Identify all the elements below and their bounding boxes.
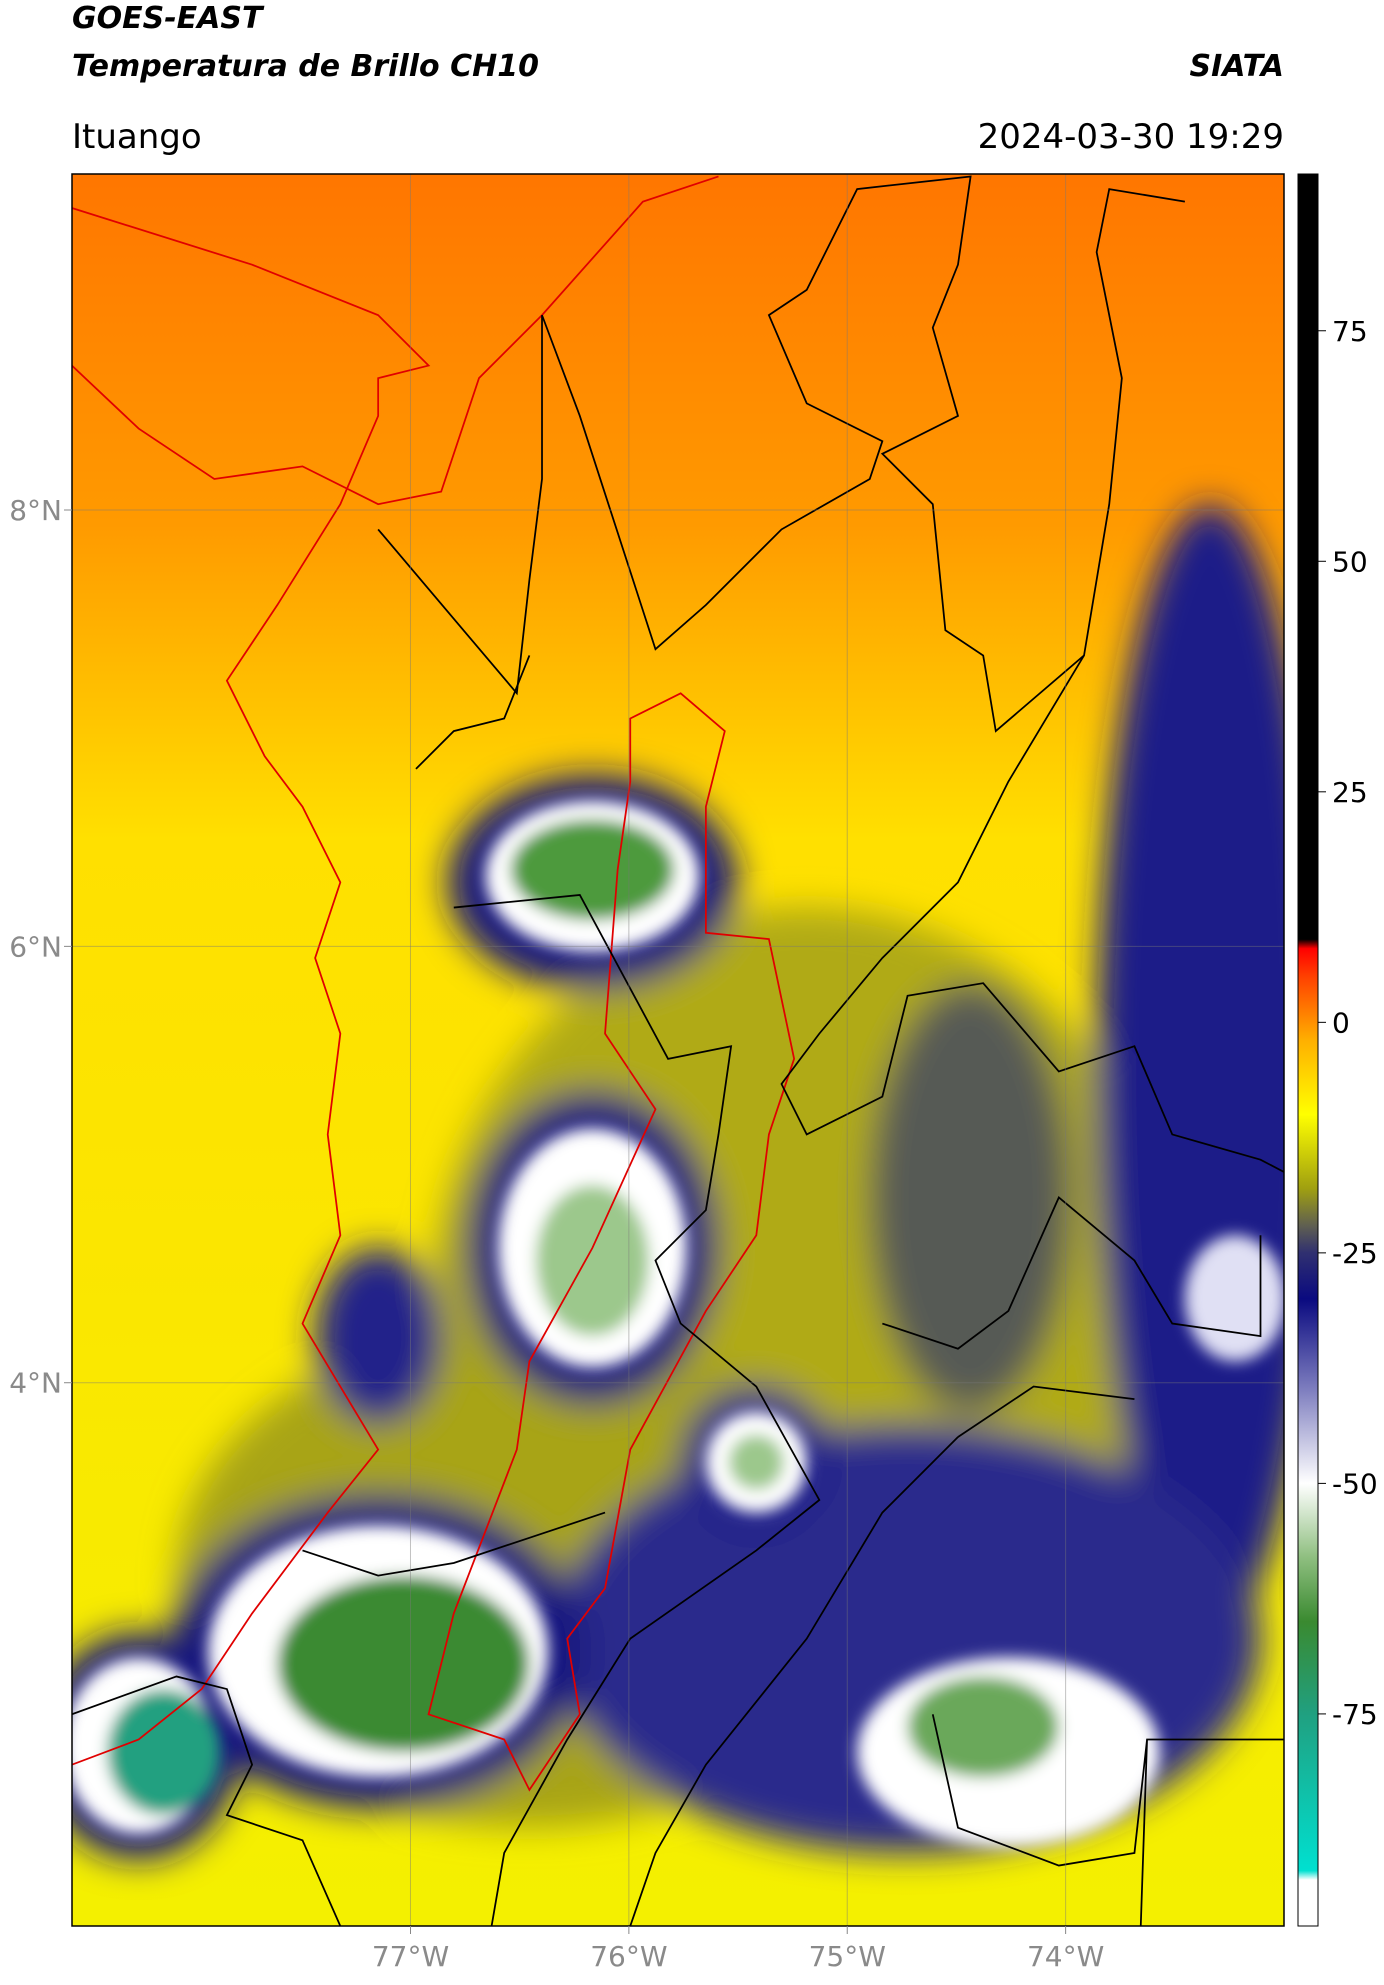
colorbar-tick-label: -75 xyxy=(1332,1698,1378,1731)
cloud-field xyxy=(72,175,1284,1926)
colorbar-tick-label: 0 xyxy=(1332,1006,1350,1039)
colorbar-tick-label: 25 xyxy=(1332,776,1368,809)
colorbar-tick-label: -25 xyxy=(1332,1237,1378,1270)
colorbar-tick-label: -50 xyxy=(1332,1467,1378,1500)
x-tick-label: 75°W xyxy=(809,1940,886,1973)
colorbar-tick-label: 50 xyxy=(1332,545,1368,578)
y-tick-label: 4°N xyxy=(9,1367,62,1400)
timestamp: 2024-03-30 19:29 xyxy=(978,117,1284,157)
location: Ituango xyxy=(72,117,202,157)
x-tick-label: 76°W xyxy=(590,1940,667,1973)
graticule xyxy=(72,174,1284,1926)
subtitle: Temperatura de Brillo CH10 xyxy=(72,49,539,84)
map-image xyxy=(72,174,1284,1926)
title: GOES-EAST xyxy=(72,1,265,36)
colorbar-tick-label: 75 xyxy=(1332,315,1368,348)
boundaries xyxy=(72,175,1284,1926)
x-tick-label: 74°W xyxy=(1027,1940,1104,1973)
source: SIATA xyxy=(1190,49,1284,84)
y-tick-label: 8°N xyxy=(9,494,62,527)
map-frame xyxy=(71,173,1285,1927)
colorbar xyxy=(1297,173,1319,1927)
x-tick-label: 77°W xyxy=(372,1940,449,1973)
y-tick-label: 6°N xyxy=(9,930,62,963)
